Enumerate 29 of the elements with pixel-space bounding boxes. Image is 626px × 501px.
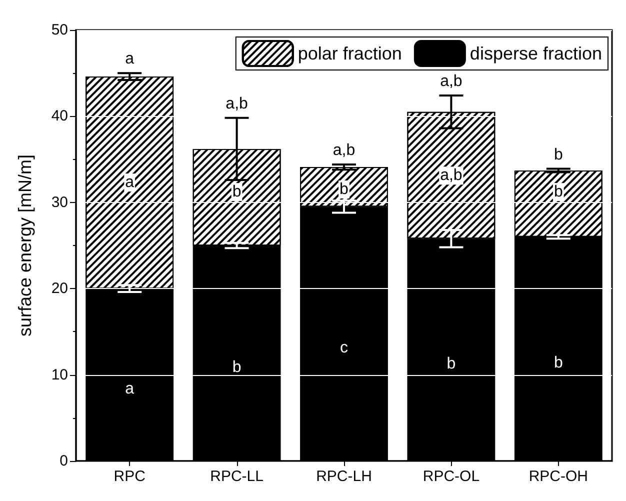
data-label: b — [446, 355, 456, 372]
annotation: a,b — [332, 142, 356, 159]
y-tick-label: 30 — [51, 194, 68, 211]
legend-label: polar fraction — [298, 44, 402, 64]
annotation: b — [554, 146, 563, 164]
annotation: a,b — [440, 167, 462, 184]
x-tick-label: RPC-LL — [210, 468, 264, 485]
annotation: b — [554, 184, 563, 201]
annotation: b — [340, 180, 349, 198]
y-axis-title: surface energy [mN/m] — [15, 154, 35, 337]
x-tick-label: RPC-LH — [316, 468, 372, 485]
annotation: a — [125, 50, 134, 68]
y-tick-label: 0 — [60, 452, 68, 470]
annotation: a,b — [226, 95, 248, 112]
y-tick-label: 10 — [51, 366, 68, 384]
y-tick-label: 50 — [51, 22, 68, 38]
x-tick-label: RPC-OL — [422, 468, 480, 485]
annotation: b — [232, 184, 242, 201]
data-label: c — [340, 339, 348, 356]
data-label: a — [125, 380, 134, 398]
annotation: a — [125, 174, 134, 192]
data-label: b — [232, 358, 242, 376]
legend-label: disperse fraction — [470, 44, 602, 64]
data-label: b — [554, 354, 563, 372]
x-tick-label: RPC — [114, 468, 146, 485]
y-tick-label: 20 — [51, 280, 68, 298]
x-tick-label: RPC-OH — [528, 468, 588, 485]
y-tick-label: 40 — [51, 108, 68, 125]
annotation: a,b — [440, 73, 462, 90]
